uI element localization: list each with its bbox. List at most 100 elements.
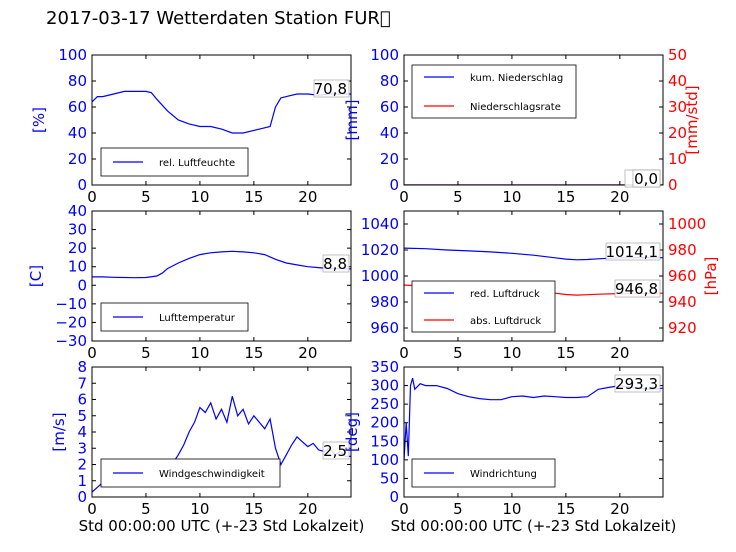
value-annotation-box — [614, 374, 661, 393]
x-tick-label: 10 — [190, 344, 209, 362]
legend-label: red. Luftdruck — [470, 289, 540, 300]
y-tick-label: 7 — [77, 374, 87, 392]
legend-box — [411, 280, 556, 333]
y-tick-label: 40 — [68, 124, 87, 142]
value-annotation-box — [322, 254, 350, 273]
chart-panel-precipitation: 0 5 10 15 20 0 20 40 60 80 100 0 10 20 30 40 50 [mm] [mm/s… — [343, 46, 701, 206]
x-tick-label: 0 — [87, 500, 97, 518]
y2-tick-label: 980 — [668, 241, 697, 259]
y-tick-label: 250 — [370, 395, 399, 413]
value-annotation: 8,8 — [323, 255, 347, 273]
y-tick-label: 1 — [77, 472, 87, 490]
y-tick-label: 300 — [370, 377, 399, 395]
y-tick-label: 30 — [68, 221, 87, 239]
y2-tick-label: 30 — [668, 98, 687, 116]
y-tick-label: 80 — [380, 72, 399, 90]
value-annotation: 293,3 — [615, 375, 658, 393]
series-line-winddirection-0 — [404, 377, 663, 460]
x-tick-label: 10 — [502, 344, 521, 362]
y2-tick-label: 1000 — [668, 215, 706, 233]
x-tick-label: 10 — [190, 188, 209, 206]
value-annotation: 2,5 — [323, 442, 347, 460]
y2-axis-label: [mm/std] — [683, 85, 701, 154]
y2-axis-label: [hPa] — [702, 257, 720, 296]
plot-frame — [403, 366, 664, 498]
x-tick-label: 10 — [502, 188, 521, 206]
y-axis-label: [%] — [30, 107, 48, 133]
x-tick-label: 5 — [453, 188, 463, 206]
x-tick-label: 20 — [298, 344, 317, 362]
y-tick-label: 8 — [77, 358, 87, 376]
x-tick-label: 15 — [244, 188, 263, 206]
value-annotation-box — [614, 279, 661, 298]
y-axis-label: [deg] — [343, 412, 361, 452]
y-tick-label: 20 — [68, 239, 87, 257]
x-tick-label: 20 — [610, 188, 629, 206]
y2-tick-label: 960 — [668, 267, 697, 285]
legend-label: abs. Luftdruck — [470, 316, 541, 327]
y-tick-label: 100 — [58, 46, 87, 64]
y-tick-label: 1000 — [361, 267, 399, 285]
y-axis-label: [mm] — [343, 100, 361, 141]
legend-label: rel. Luftfeuchte — [159, 158, 235, 169]
y-tick-label: 150 — [370, 432, 399, 450]
x-tick-label: 0 — [87, 188, 97, 206]
legend-label: Lufttemperatur — [159, 313, 236, 324]
y2-tick-label: 940 — [668, 293, 697, 311]
y2-tick-label: 920 — [668, 319, 697, 337]
y-tick-label: 0 — [77, 276, 87, 294]
value-annotation-box — [313, 79, 350, 98]
y-tick-label: 1020 — [361, 241, 399, 259]
x-tick-label: 15 — [244, 344, 263, 362]
x-tick-label: 15 — [556, 500, 575, 518]
chart-panel-pressure: 0 5 10 15 20 960 980 1000 1020 1040 920 940 960 980 10… — [361, 210, 720, 362]
y2-tick-label: 20 — [668, 124, 687, 142]
x-tick-label: 10 — [502, 500, 521, 518]
x-axis-label: Std 00:00:00 UTC (+-23 Std Lokalzeit) — [391, 517, 677, 535]
y-tick-label: 40 — [68, 202, 87, 220]
x-tick-label: 5 — [141, 500, 151, 518]
x-tick-label: 5 — [453, 344, 463, 362]
y-tick-label: 0 — [77, 488, 87, 506]
y-tick-label: 0 — [77, 176, 87, 194]
y-tick-label: 3 — [77, 439, 87, 457]
y-tick-label: 50 — [380, 469, 399, 487]
legend-label: Niederschlagsrate — [470, 102, 561, 113]
y-tick-label: 1040 — [361, 215, 399, 233]
x-tick-label: 10 — [190, 500, 209, 518]
y-tick-label: −20 — [55, 313, 87, 331]
value-annotation-box — [632, 169, 661, 188]
legend-label: Windgeschwindigkeit — [159, 469, 265, 480]
legend-label: Windrichtung — [470, 469, 537, 480]
chart-panel-temperature: 0 5 10 15 20−30−20−10010203040[C]Lufttempera… — [27, 202, 352, 362]
y2-tick-label: 10 — [668, 150, 687, 168]
y-tick-label: 40 — [380, 124, 399, 142]
y-tick-label: −30 — [55, 332, 87, 350]
y-tick-label: 0 — [389, 176, 399, 194]
x-tick-label: 5 — [453, 500, 463, 518]
series-line-humidity-0 — [92, 90, 351, 134]
y2-tick-label: 40 — [668, 72, 687, 90]
y-tick-label: 6 — [77, 391, 87, 409]
y-tick-label: 980 — [370, 293, 399, 311]
x-tick-label: 15 — [244, 500, 263, 518]
x-tick-label: 20 — [298, 500, 317, 518]
y-tick-label: −10 — [55, 295, 87, 313]
value-annotation: 70,8 — [314, 80, 347, 98]
legend-box — [411, 64, 577, 119]
y-tick-label: 20 — [68, 150, 87, 168]
x-tick-label: 5 — [141, 188, 151, 206]
x-tick-label: 0 — [399, 188, 409, 206]
x-tick-label: 0 — [399, 344, 409, 362]
y-tick-label: 5 — [77, 407, 87, 425]
y-tick-label: 4 — [77, 423, 87, 441]
x-tick-label: 20 — [298, 188, 317, 206]
y-tick-label: 0 — [389, 488, 399, 506]
value-annotation: 946,8 — [615, 280, 658, 298]
chart-panel-humidity: 0 5 10 15 20 0 20 40 60 80 100 [%] rel. Luftfeuchte 7… — [30, 46, 352, 206]
y-tick-label: 10 — [68, 258, 87, 276]
y-tick-label: 350 — [370, 358, 399, 376]
y-tick-label: 80 — [68, 72, 87, 90]
